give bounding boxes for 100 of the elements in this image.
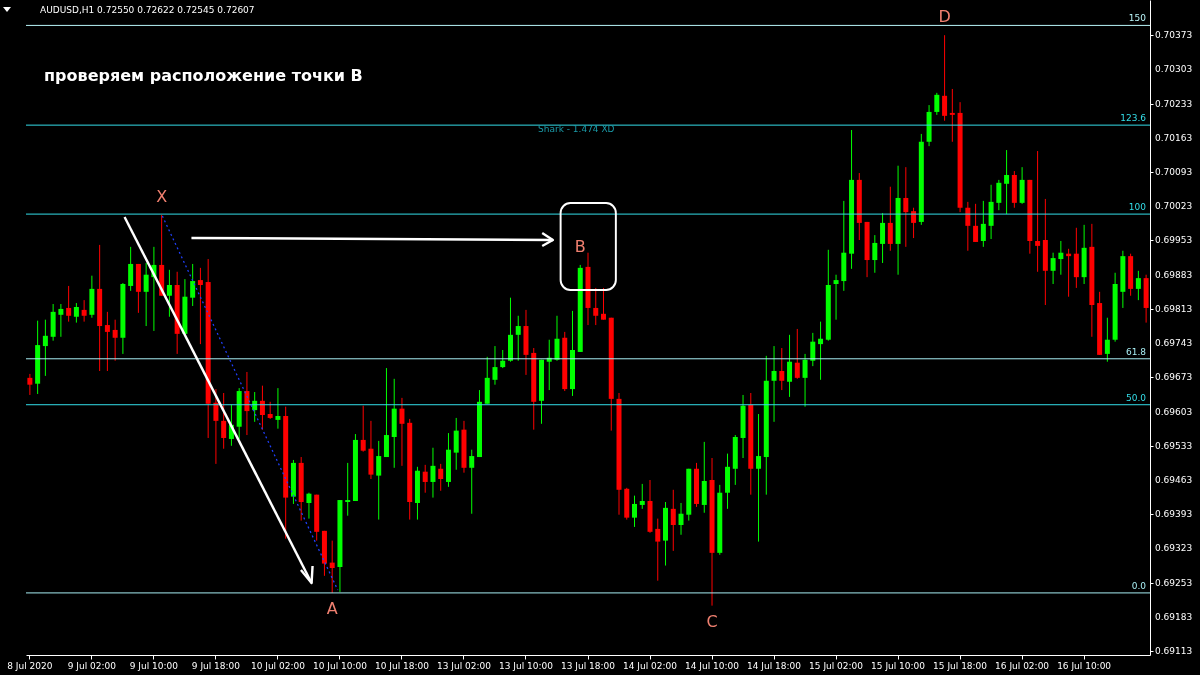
candlestick (197, 267, 203, 345)
candlestick (306, 492, 312, 520)
candlestick (500, 349, 506, 369)
candlestick (1035, 150, 1041, 273)
x-tick-label: 16 Jul 02:00 (995, 660, 1050, 671)
annotation: Shark - 1.474 XD (538, 124, 615, 134)
annotation: B (574, 236, 586, 256)
x-tick-label: 10 Jul 18:00 (374, 660, 430, 671)
x-tick-label: 9 Jul 10:00 (129, 660, 179, 671)
y-tick-label: 0.69183 (1155, 611, 1193, 622)
annotation: 50.0 (1125, 392, 1147, 403)
candlestick (554, 315, 560, 362)
candlestick (787, 334, 793, 398)
candlestick (593, 287, 599, 326)
y-tick-label: 0.69743 (1155, 338, 1193, 349)
candlestick (670, 489, 676, 552)
x-tick-label: 9 Jul 18:00 (191, 660, 241, 671)
y-tick-label: 0.70303 (1155, 64, 1193, 75)
candlestick (942, 34, 948, 122)
y-tick-label: 0.69533 (1155, 440, 1193, 451)
candlestick (973, 203, 979, 243)
candlestick (880, 212, 886, 264)
candlestick (980, 200, 986, 248)
x-tick-label: 16 Jul 10:00 (1057, 660, 1112, 671)
y-tick-label: 0.70233 (1155, 98, 1193, 109)
candlestick (949, 88, 955, 143)
y-tick-label: 0.69883 (1155, 269, 1193, 280)
x-tick-label: 14 Jul 18:00 (747, 660, 802, 671)
candlestick (872, 234, 878, 274)
candlestick (701, 441, 707, 514)
candlestick (360, 405, 366, 453)
candlestick (632, 495, 638, 528)
candlestick (104, 311, 110, 372)
candlestick (42, 319, 48, 377)
annotation: проверяем расположение точки B (44, 66, 363, 85)
candlestick (887, 186, 893, 252)
y-tick-label: 0.69113 (1155, 646, 1193, 657)
candlestick (213, 388, 219, 465)
candlestick (802, 353, 808, 408)
x-tick-label: 15 Jul 18:00 (933, 660, 988, 671)
candlestick (430, 447, 436, 499)
annotation: D (938, 7, 951, 27)
candlestick (376, 440, 382, 521)
candlestick (639, 483, 645, 510)
y-tick-label: 0.69813 (1155, 303, 1193, 314)
candlestick (1004, 149, 1010, 215)
candlestick (903, 166, 909, 248)
candlestick (1019, 166, 1025, 205)
candlestick (221, 392, 227, 450)
candlestick (779, 347, 785, 391)
y-tick-label: 0.69323 (1155, 543, 1193, 554)
candlestick (112, 319, 118, 362)
candlestick (422, 464, 428, 494)
candlestick (818, 321, 824, 381)
x-tick-label: 15 Jul 10:00 (871, 660, 926, 671)
candlestick (275, 387, 281, 430)
x-tick-label: 13 Jul 02:00 (436, 660, 492, 671)
x-tick-label: 14 Jul 10:00 (685, 660, 740, 671)
x-tick-label: 13 Jul 10:00 (498, 660, 554, 671)
candlestick (73, 302, 79, 324)
x-tick-label: 10 Jul 02:00 (250, 660, 306, 671)
candlestick (810, 332, 816, 367)
candlestick (143, 262, 149, 327)
candlestick (492, 345, 498, 386)
y-tick-label: 0.69953 (1155, 235, 1193, 246)
candlestick (655, 518, 661, 582)
candlestick (58, 303, 64, 338)
x-tick-label: 13 Jul 18:00 (561, 660, 616, 671)
candlestick (128, 246, 134, 292)
y-tick-label: 0.69603 (1155, 406, 1193, 417)
candlestick (794, 328, 800, 380)
candlestick (996, 179, 1002, 211)
annotation: A (326, 598, 338, 618)
candlestick (399, 397, 405, 467)
annotation: 100 (1128, 202, 1147, 213)
candlestick (345, 462, 351, 517)
candlestick (1050, 252, 1056, 285)
x-tick-label: 15 Jul 02:00 (809, 660, 864, 671)
candlestick (259, 385, 265, 431)
y-tick-label: 0.69463 (1155, 475, 1193, 486)
candlestick (66, 285, 72, 323)
y-tick-label: 0.70093 (1155, 167, 1193, 178)
candlestick (81, 299, 87, 323)
x-tick-label: 10 Jul 10:00 (312, 660, 368, 671)
candlestick (27, 373, 33, 396)
candlestick (988, 184, 994, 240)
annotation: 0.0 (1131, 580, 1147, 591)
candlestick (771, 345, 777, 423)
candlestick (1135, 270, 1141, 301)
candlestick (833, 274, 839, 321)
candlestick (1104, 317, 1110, 363)
candlestick (383, 367, 389, 458)
candlestick (601, 287, 606, 321)
candlestick (166, 269, 172, 318)
y-tick-label: 0.70023 (1155, 201, 1193, 212)
candlestick (934, 92, 940, 116)
y-tick-label: 0.69673 (1155, 372, 1193, 383)
candlestick (190, 263, 196, 307)
text: AUDUSD,H1 0.72550 0.72622 0.72545 0.72607 (40, 5, 255, 15)
y-tick-label: 0.70373 (1155, 30, 1193, 41)
